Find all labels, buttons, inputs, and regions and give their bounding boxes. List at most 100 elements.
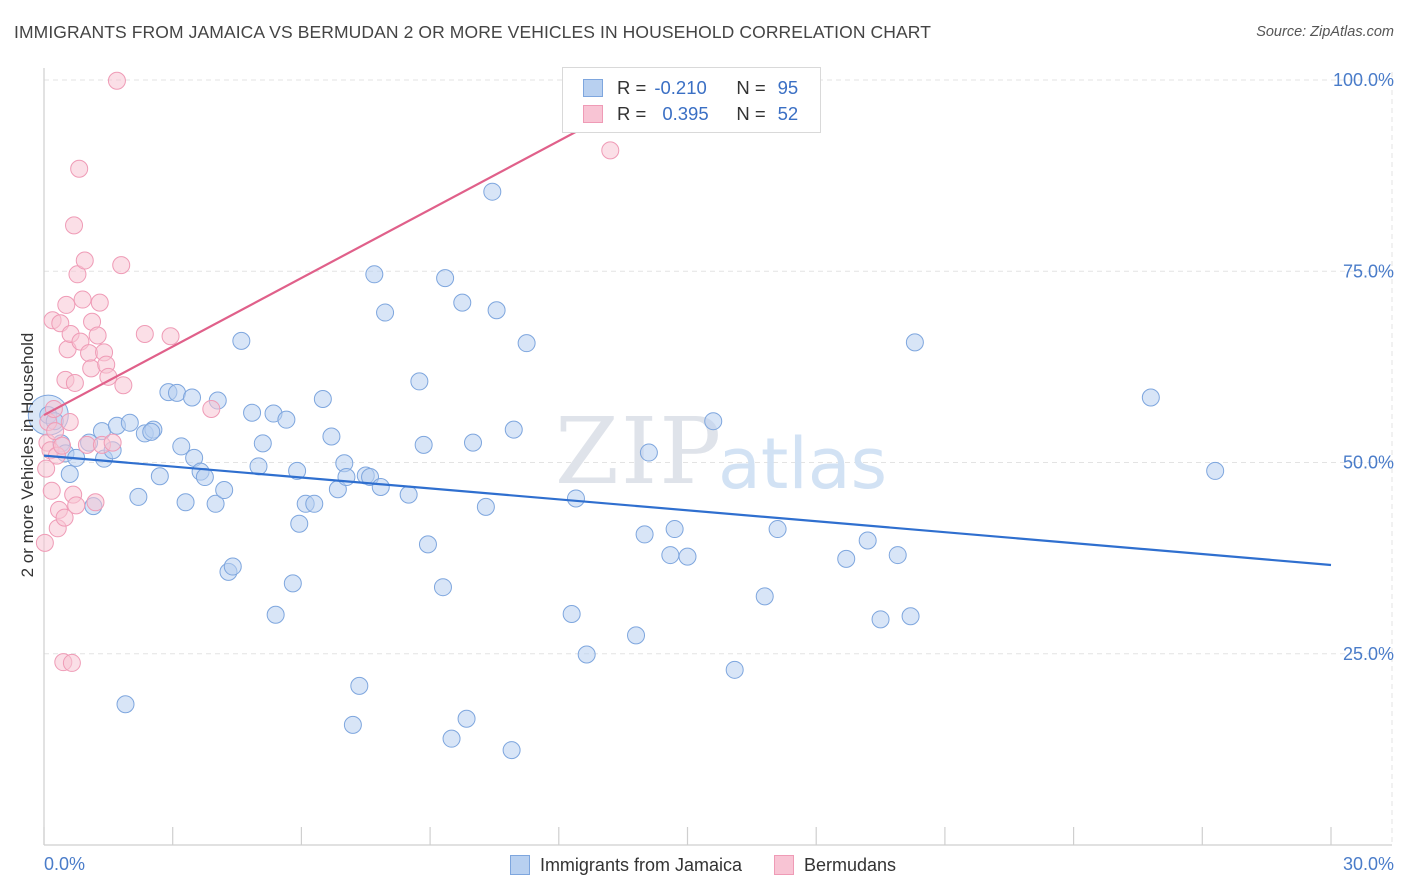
watermark: ZIP atlas: [555, 398, 887, 505]
legend-n-value: 95: [777, 77, 799, 98]
data-point-jamaica: [376, 303, 395, 322]
trendlines: [43, 87, 1332, 567]
data-point-jamaica: [60, 464, 79, 483]
watermark-zip: ZIP: [555, 398, 723, 505]
data-point-jamaica: [399, 485, 418, 504]
data-point-jamaica: [350, 676, 369, 695]
data-point-jamaica: [1141, 388, 1160, 407]
legend-row-bermudans: R = 0.395 N = 52: [583, 102, 798, 126]
legend-swatch-bermudans: [583, 105, 603, 123]
data-point-jamaica: [371, 477, 390, 496]
data-point-jamaica: [313, 390, 332, 409]
data-point-jamaica: [755, 587, 774, 606]
data-point-jamaica: [566, 489, 585, 508]
legend-row-jamaica: R = -0.210 N = 95: [583, 76, 798, 100]
data-point-jamaica: [635, 525, 654, 544]
data-point-jamaica: [502, 741, 521, 760]
data-point-bermudans: [62, 653, 81, 672]
data-point-bermudans: [65, 216, 84, 235]
data-point-jamaica: [457, 709, 476, 728]
data-point-jamaica: [901, 607, 920, 626]
data-point-jamaica: [483, 182, 502, 201]
series-legend: Immigrants from Jamaica Bermudans: [0, 851, 1406, 879]
data-point-jamaica: [453, 293, 472, 312]
data-point-jamaica: [639, 443, 658, 462]
data-point-jamaica: [215, 481, 234, 500]
series-legend-item-bermudans[interactable]: Bermudans: [773, 854, 897, 876]
data-point-jamaica: [120, 413, 139, 432]
tick-labels: 25.0% 50.0% 75.0% 100.0% 0.0% 30.0%: [44, 70, 1394, 874]
data-point-bermudans: [42, 481, 61, 500]
chart-title: IMMIGRANTS FROM JAMAICA VS BERMUDAN 2 OR…: [14, 22, 931, 42]
data-point-jamaica: [665, 520, 684, 539]
y-tick-label: 100.0%: [1333, 70, 1394, 90]
data-point-jamaica: [290, 514, 309, 533]
data-point-bermudans: [77, 435, 96, 454]
data-point-jamaica: [487, 301, 506, 320]
data-point-jamaica: [858, 531, 877, 550]
data-point-bermudans: [107, 71, 126, 90]
data-point-jamaica: [837, 549, 856, 568]
data-point-jamaica: [277, 410, 296, 429]
series-swatch-jamaica: [509, 855, 530, 875]
data-point-jamaica: [305, 494, 324, 513]
y-axis-label: 2 or more Vehicles in Household: [18, 333, 37, 578]
data-point-bermudans: [88, 326, 107, 345]
data-point-jamaica: [343, 715, 362, 734]
legend-r-label: R =: [617, 103, 647, 124]
trendline-bermudans: [43, 87, 658, 417]
data-point-jamaica: [150, 467, 169, 486]
chart-source: Source: ZipAtlas.com: [1256, 24, 1394, 40]
series-legend-item-jamaica[interactable]: Immigrants from Jamaica: [509, 855, 742, 876]
data-point-jamaica: [243, 403, 262, 422]
data-point-jamaica: [283, 574, 302, 593]
data-point-bermudans: [75, 251, 94, 270]
data-point-jamaica: [517, 334, 536, 353]
data-point-jamaica: [322, 427, 341, 446]
data-point-jamaica: [172, 437, 191, 456]
x-tick-label: 30.0%: [1343, 854, 1394, 874]
data-point-bermudans: [86, 493, 105, 512]
legend-n-value: 52: [777, 103, 799, 124]
legend-swatch-jamaica: [583, 79, 603, 97]
data-point-jamaica: [195, 468, 214, 487]
data-point-jamaica: [678, 547, 697, 566]
data-point-bermudans: [80, 344, 99, 363]
data-point-bermudans: [112, 256, 131, 275]
data-point-jamaica: [253, 434, 272, 453]
data-point-bermudans: [202, 399, 221, 418]
data-point-bermudans: [67, 496, 86, 515]
data-point-bermudans: [82, 359, 101, 378]
data-point-bermudans: [601, 141, 620, 160]
legend-r-label: R =: [617, 77, 647, 98]
data-point-jamaica: [337, 468, 356, 487]
data-point-jamaica: [288, 461, 307, 480]
data-point-jamaica: [129, 487, 148, 506]
legend-n-label: N =: [736, 103, 766, 124]
data-point-jamaica: [176, 493, 195, 512]
trendline-jamaica: [43, 454, 1332, 567]
legend-r-value: -0.210: [654, 77, 707, 98]
series-swatch-bermudans: [773, 855, 794, 875]
data-point-jamaica: [577, 645, 596, 664]
watermark-atlas: atlas: [718, 423, 887, 505]
data-point-bermudans: [37, 459, 56, 478]
data-point-bermudans: [57, 295, 76, 314]
data-point-jamaica: [1206, 461, 1225, 480]
data-point-bermudans: [53, 436, 72, 455]
data-point-jamaica: [418, 535, 437, 554]
x-tick-label: 0.0%: [44, 854, 85, 874]
data-point-jamaica: [436, 269, 455, 288]
data-point-jamaica: [142, 422, 161, 441]
data-point-bermudans: [135, 324, 154, 343]
data-point-jamaica: [661, 546, 680, 565]
series-label-bermudans: Bermudans: [803, 854, 897, 875]
data-point-jamaica: [183, 388, 202, 407]
data-point-jamaica: [223, 557, 242, 576]
data-point-bermudans: [60, 412, 79, 431]
data-point-jamaica: [627, 626, 646, 645]
legend-r-value: 0.395: [662, 103, 709, 124]
data-points: [27, 71, 1225, 760]
data-point-jamaica: [414, 435, 433, 454]
